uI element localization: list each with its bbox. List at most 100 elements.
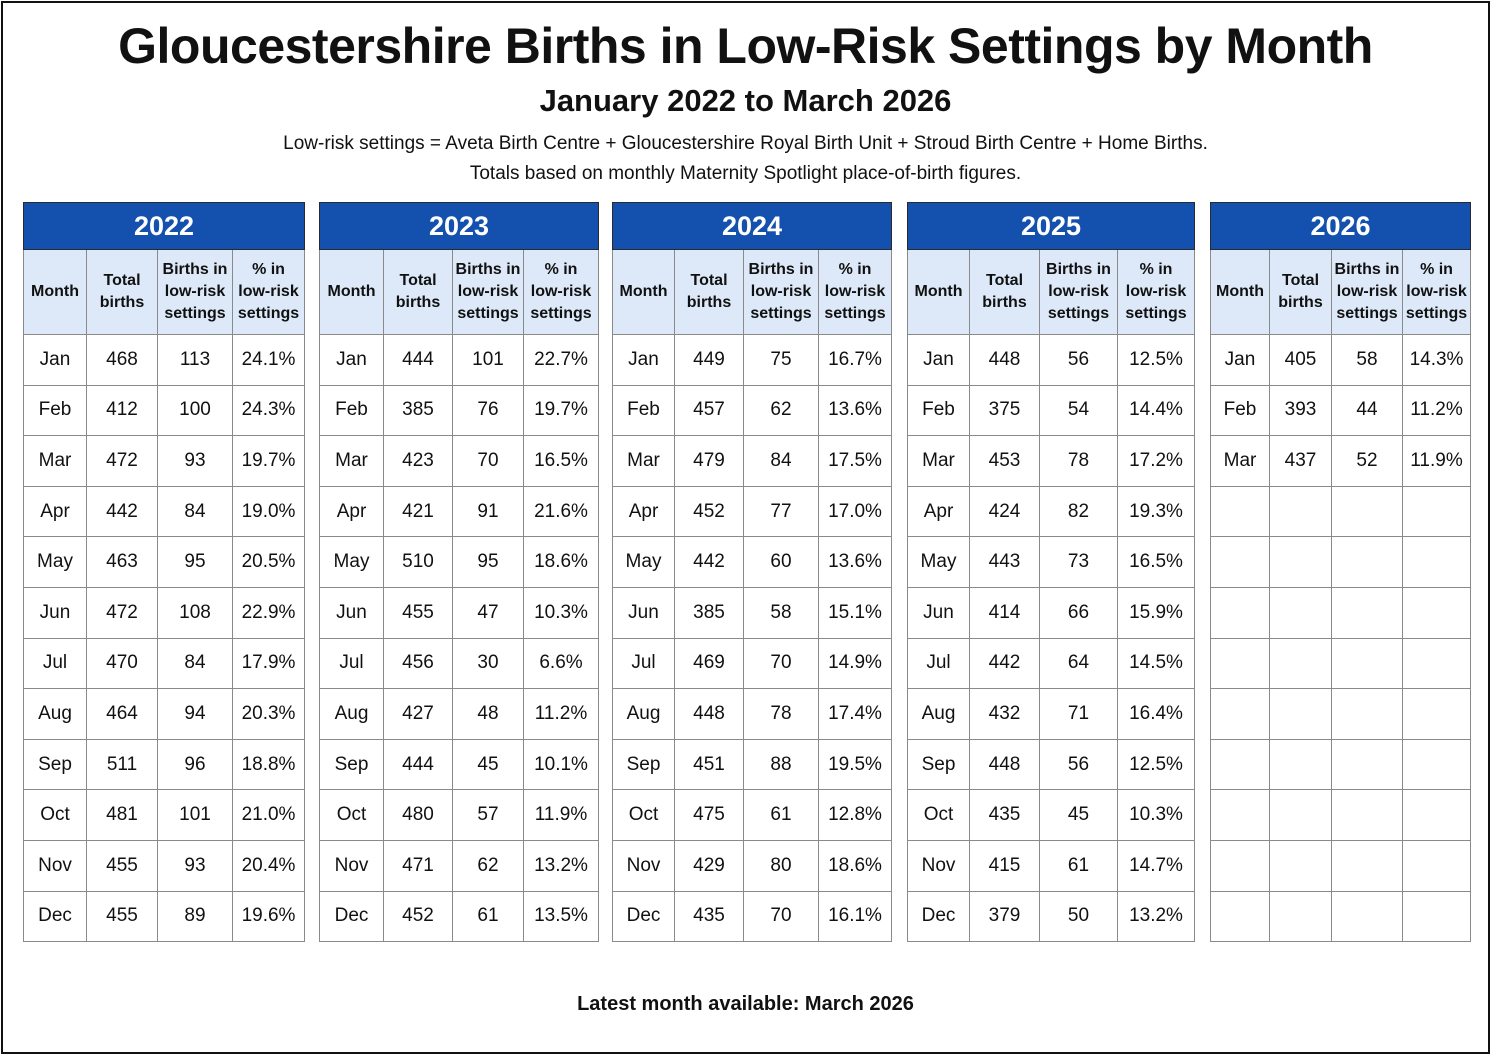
- header-line: Month: [327, 283, 376, 300]
- year-table-1: 2023 Month Total births Births in low-risk set…: [318, 202, 600, 943]
- table-row: Apr 452 77 17.0%: [612, 485, 893, 538]
- table-row: [1210, 637, 1472, 690]
- month-cell: Jul: [907, 637, 970, 690]
- total-births-cell: [1269, 586, 1332, 639]
- total-births-cell: 468: [86, 334, 158, 386]
- low-risk-births-column-header: Births in low-risk settings: [452, 249, 524, 335]
- total-births-cell: [1269, 890, 1332, 943]
- month-cell: Jul: [23, 637, 87, 690]
- header-line: % in: [838, 261, 872, 278]
- percent-cell: 17.4%: [817, 688, 893, 740]
- total-births-cell: [1269, 789, 1332, 841]
- low-risk-births-cell: 76: [452, 384, 524, 437]
- header-line: low-risk: [824, 283, 886, 300]
- month-cell: Jan: [23, 334, 87, 386]
- total-births-cell: 444: [383, 334, 453, 386]
- month-cell: Jan: [907, 334, 970, 386]
- low-risk-births-cell: 66: [1039, 586, 1118, 639]
- low-risk-births-cell: 45: [452, 738, 524, 791]
- percent-cell: [1401, 688, 1472, 740]
- percent-cell: [1401, 890, 1472, 943]
- table-row: Jun 472 108 22.9%: [23, 586, 306, 639]
- table-row: Jul 470 84 17.9%: [23, 637, 306, 690]
- total-births-cell: 375: [969, 384, 1040, 437]
- year-heading: 2026: [1209, 202, 1472, 250]
- month-cell: Oct: [23, 789, 87, 841]
- month-cell: Mar: [23, 435, 87, 487]
- header-line: births: [1278, 294, 1323, 311]
- percent-cell: 19.6%: [231, 890, 306, 943]
- total-births-cell: 452: [383, 890, 453, 943]
- month-cell: May: [612, 536, 675, 588]
- percent-cell: 16.7%: [817, 334, 893, 386]
- header-line: Total: [103, 272, 141, 289]
- percent-cell: 20.4%: [231, 839, 306, 892]
- low-risk-births-cell: [1331, 890, 1403, 943]
- low-risk-births-cell: 62: [743, 384, 819, 437]
- month-cell: Mar: [1210, 435, 1270, 487]
- table-row: Jul 456 30 6.6%: [319, 637, 600, 690]
- total-births-cell: 469: [674, 637, 744, 690]
- low-risk-births-cell: 45: [1039, 789, 1118, 841]
- year-table-0: 2022 Month Total births Births in low-risk set…: [22, 202, 306, 943]
- table-row: Jul 442 64 14.5%: [907, 637, 1196, 690]
- month-cell: Feb: [319, 384, 384, 437]
- table-row: Jun 455 47 10.3%: [319, 586, 600, 639]
- month-cell: Nov: [612, 839, 675, 892]
- header-line: settings: [750, 305, 812, 322]
- header-line: settings: [1336, 305, 1398, 322]
- total-births-cell: 479: [674, 435, 744, 487]
- header-line: Births in: [162, 261, 228, 278]
- table-row: Aug 448 78 17.4%: [612, 688, 893, 740]
- percent-cell: 18.8%: [231, 738, 306, 791]
- table-row: [1210, 485, 1472, 538]
- percent-cell: [1401, 839, 1472, 892]
- percent-cell: 22.7%: [522, 334, 600, 386]
- month-cell: Oct: [319, 789, 384, 841]
- percent-cell: 17.2%: [1116, 435, 1196, 487]
- low-risk-births-cell: 75: [743, 334, 819, 386]
- percent-cell: 20.5%: [231, 536, 306, 588]
- year-table-2: 2024 Month Total births Births in low-risk set…: [611, 202, 893, 943]
- low-risk-births-cell: 71: [1039, 688, 1118, 740]
- total-births-cell: 472: [86, 435, 158, 487]
- low-risk-births-cell: 64: [1039, 637, 1118, 690]
- table-row: Jan 449 75 16.7%: [612, 334, 893, 386]
- low-risk-births-cell: 91: [452, 485, 524, 538]
- month-cell: Jan: [612, 334, 675, 386]
- total-births-cell: 423: [383, 435, 453, 487]
- total-births-cell: 475: [674, 789, 744, 841]
- percent-cell: 11.9%: [1401, 435, 1472, 487]
- percent-cell: 16.5%: [1116, 536, 1196, 588]
- percent-cell: 24.3%: [231, 384, 306, 437]
- month-cell: Jul: [612, 637, 675, 690]
- header-line: Births in: [748, 261, 814, 278]
- month-cell: Oct: [612, 789, 675, 841]
- table-row: [1210, 839, 1472, 892]
- header-line: Total: [690, 272, 728, 289]
- percent-cell: 17.5%: [817, 435, 893, 487]
- table-row: Aug 427 48 11.2%: [319, 688, 600, 740]
- year-heading: 2025: [906, 202, 1196, 250]
- table-row: Apr 442 84 19.0%: [23, 485, 306, 538]
- percent-cell: 19.3%: [1116, 485, 1196, 538]
- table-row: Jul 469 70 14.9%: [612, 637, 893, 690]
- month-cell: [1210, 586, 1270, 639]
- month-cell: Dec: [319, 890, 384, 943]
- page-subtitle: January 2022 to March 2026: [539, 83, 952, 118]
- total-births-column-header: Total births: [1269, 249, 1332, 335]
- low-risk-births-column-header: Births in low-risk settings: [1039, 249, 1118, 335]
- table-row: Dec 452 61 13.5%: [319, 890, 600, 943]
- table-row: May 443 73 16.5%: [907, 536, 1196, 588]
- total-births-cell: 470: [86, 637, 158, 690]
- header-line: Total: [399, 272, 437, 289]
- table-row: Aug 464 94 20.3%: [23, 688, 306, 740]
- month-cell: Jun: [612, 586, 675, 639]
- header-line: Births in: [1334, 261, 1400, 278]
- month-cell: Feb: [23, 384, 87, 437]
- total-births-cell: 448: [674, 688, 744, 740]
- table-row: Feb 393 44 11.2%: [1210, 384, 1472, 437]
- table-row: Apr 421 91 21.6%: [319, 485, 600, 538]
- percent-cell: 13.2%: [1116, 890, 1196, 943]
- percent-cell: 19.7%: [231, 435, 306, 487]
